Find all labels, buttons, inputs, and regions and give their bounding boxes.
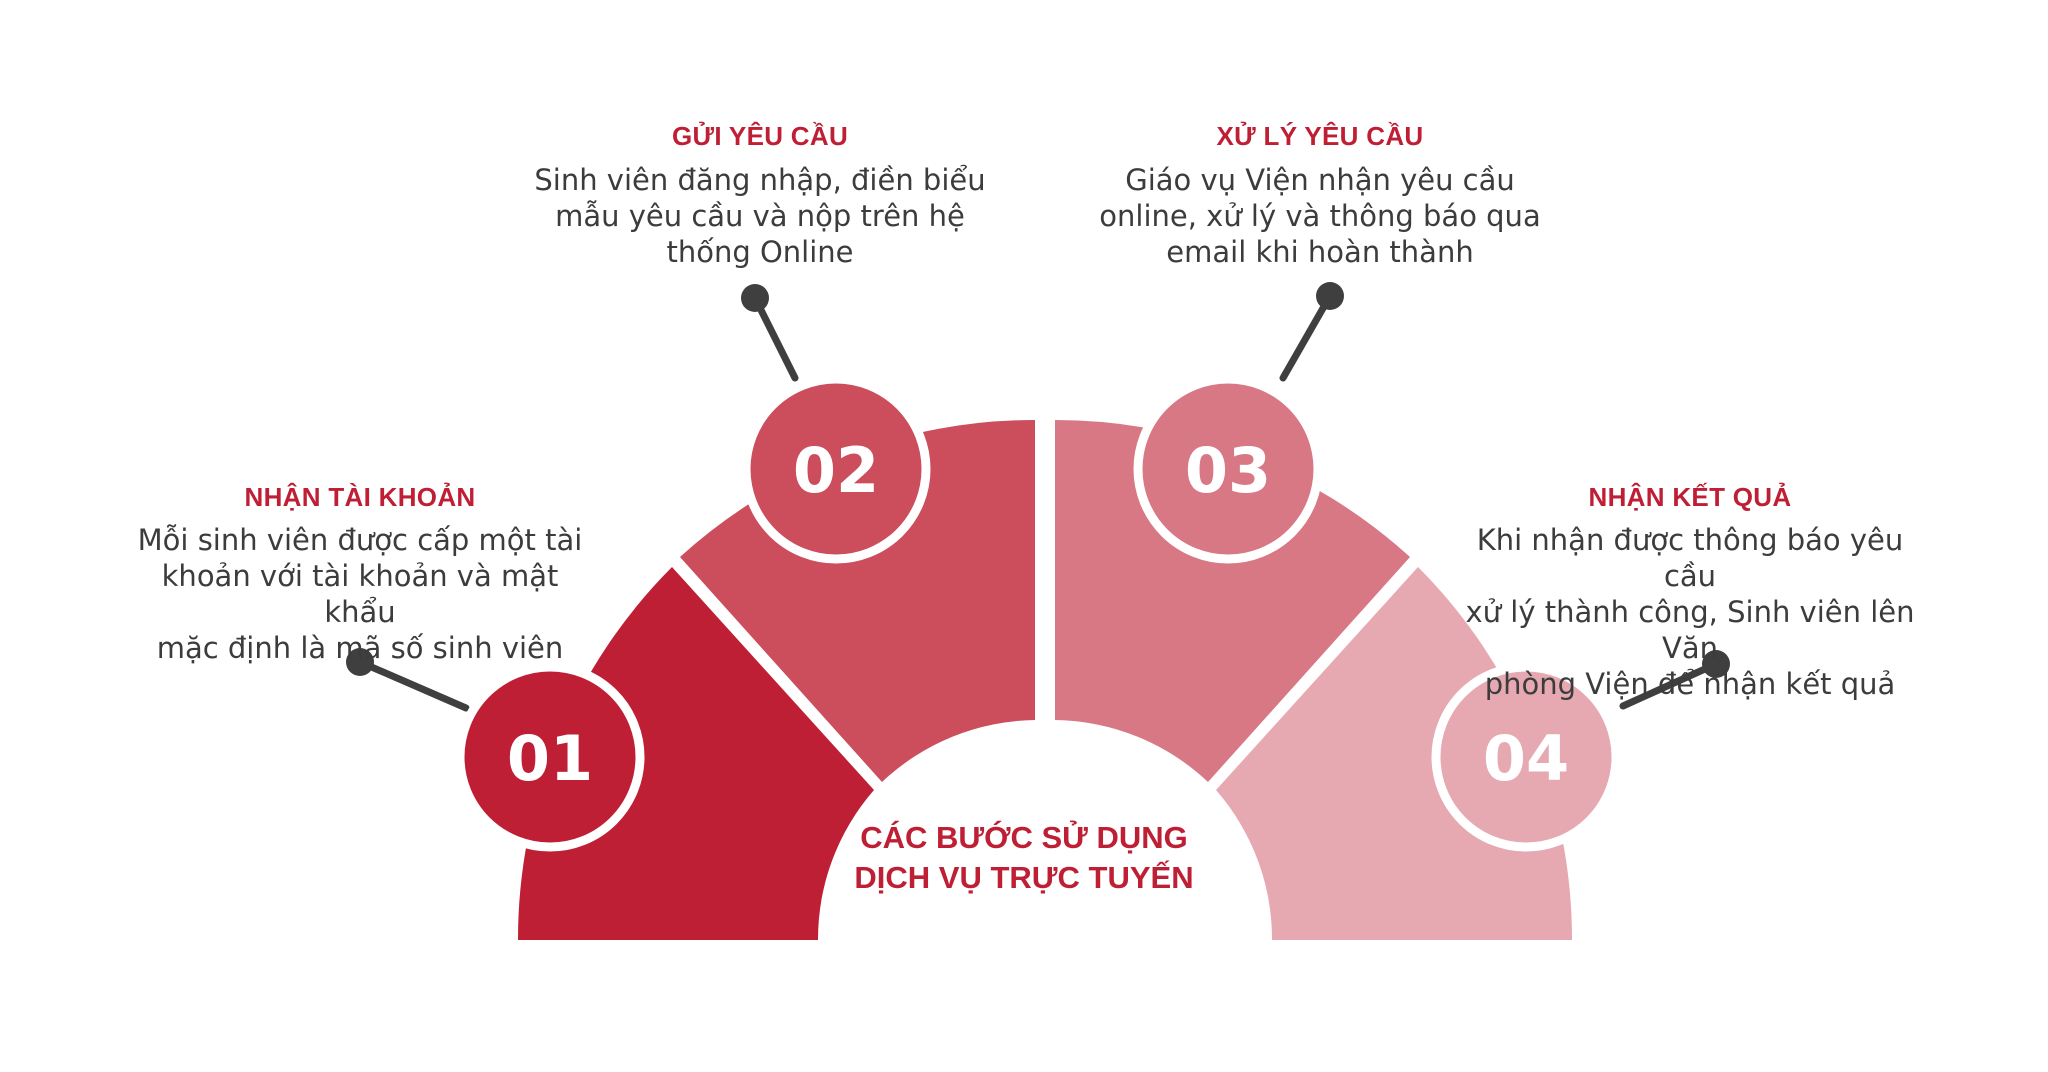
- step-number-01: 01: [507, 722, 593, 795]
- step-title-02: GỬI YÊU CẦU: [671, 121, 849, 151]
- step-desc-04-line: phòng Viện để nhận kết quả: [1484, 667, 1896, 701]
- step-desc-03-line: email khi hoàn thành: [1166, 235, 1474, 269]
- connector-01: [346, 648, 470, 712]
- step-desc-01-line: khoản với tài khoản và mật khẩu: [161, 559, 559, 629]
- center-title-line2: DỊCH VỤ TRỰC TUYẾN: [854, 860, 1194, 895]
- connector-02: [741, 284, 799, 382]
- step-title-01: NHẬN TÀI KHOẢN: [244, 482, 476, 512]
- connector-03: [1279, 282, 1344, 382]
- step-desc-01-line: Mỗi sinh viên được cấp một tài: [137, 523, 583, 557]
- step-desc-04-line: Khi nhận được thông báo yêu cầu: [1476, 523, 1904, 593]
- step-badge-03: 03: [1133, 374, 1323, 564]
- step-desc-01: Mỗi sinh viên được cấp một tài khoản với…: [130, 522, 590, 666]
- step-badge-01: 01: [455, 662, 645, 852]
- step-title-03: XỬ LÝ YÊU CẦU: [1216, 121, 1424, 151]
- center-title-line1: CÁC BƯỚC SỬ DỤNG: [860, 820, 1188, 855]
- step-title-04: NHẬN KẾT QUẢ: [1588, 482, 1792, 512]
- step-desc-03: Giáo vụ Viện nhận yêu cầu online, xử lý …: [1090, 162, 1550, 270]
- step-desc-04-line: xử lý thành công, Sinh viên lên Văn: [1465, 595, 1915, 665]
- step-desc-02-line: mẫu yêu cầu và nộp trên hệ: [555, 199, 965, 233]
- step-badge-04: 04: [1431, 662, 1621, 852]
- step-number-02: 02: [793, 434, 879, 507]
- step-desc-02-line: thống Online: [666, 235, 854, 269]
- connector-04: [1619, 650, 1730, 710]
- step-desc-03-line: Giáo vụ Viện nhận yêu cầu: [1125, 163, 1515, 197]
- step-number-04: 04: [1483, 722, 1569, 795]
- segment-04: [1216, 567, 1573, 940]
- step-desc-02-line: Sinh viên đăng nhập, điền biểu: [534, 163, 986, 197]
- segment-01: [517, 567, 874, 940]
- center-title: CÁC BƯỚC SỬ DỤNG DỊCH VỤ TRỰC TUYẾN: [824, 818, 1224, 898]
- step-desc-04: Khi nhận được thông báo yêu cầu xử lý th…: [1450, 522, 1930, 702]
- step-desc-02: Sinh viên đăng nhập, điền biểu mẫu yêu c…: [530, 162, 990, 270]
- step-desc-01-line: mặc định là mã số sinh viên: [156, 631, 564, 665]
- step-badge-02: 02: [741, 374, 931, 564]
- step-number-03: 03: [1185, 434, 1271, 507]
- step-desc-03-line: online, xử lý và thông báo qua: [1099, 199, 1541, 233]
